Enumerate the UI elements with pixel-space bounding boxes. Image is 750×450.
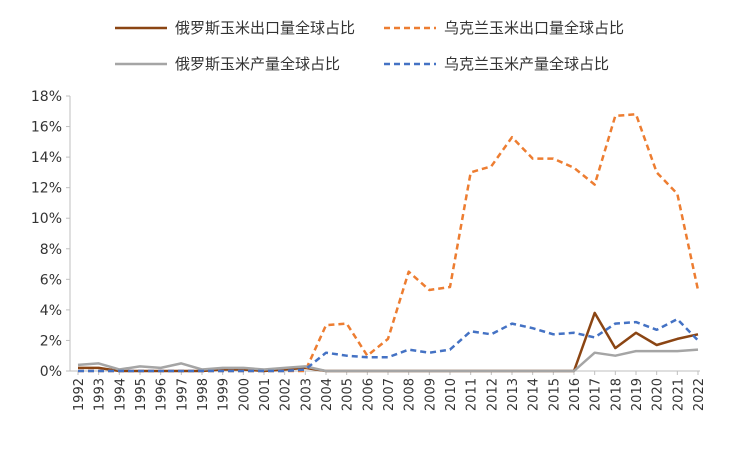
y-tick-label: 6% bbox=[40, 272, 62, 288]
x-tick-label: 2016 bbox=[568, 378, 583, 411]
series-line-3 bbox=[77, 348, 699, 373]
x-tick-label: 2010 bbox=[444, 378, 459, 411]
x-tick-label: 2007 bbox=[382, 378, 397, 411]
x-tick-label: 2015 bbox=[547, 378, 562, 411]
x-tick-label: 1998 bbox=[196, 378, 211, 411]
y-tick-label: 10% bbox=[31, 211, 62, 227]
x-tick-label: 2009 bbox=[423, 378, 438, 411]
x-tick-label: 2020 bbox=[651, 378, 666, 411]
y-tick-label: 2% bbox=[40, 333, 62, 349]
x-tick-label: 2001 bbox=[258, 378, 273, 411]
x-tick-label: 2003 bbox=[299, 378, 314, 411]
y-tick-label: 14% bbox=[31, 150, 62, 166]
x-tick-label: 2021 bbox=[671, 378, 686, 411]
x-tick-label: 2000 bbox=[237, 378, 252, 411]
x-tick-label: 2012 bbox=[485, 378, 500, 411]
y-tick-label: 12% bbox=[31, 181, 62, 197]
x-tick-label: 2005 bbox=[341, 378, 356, 411]
legend-label-4: 乌克兰玉米产量全球占比 bbox=[444, 55, 609, 73]
y-tick-label: 16% bbox=[31, 120, 62, 136]
y-tick-label: 4% bbox=[40, 303, 62, 319]
legend-label-3: 俄罗斯玉米产量全球占比 bbox=[175, 55, 340, 73]
x-tick-label: 2019 bbox=[630, 378, 645, 411]
x-tick-label: 2011 bbox=[465, 378, 480, 411]
x-tick-label: 2022 bbox=[692, 378, 707, 411]
legend-label-2: 乌克兰玉米出口量全球占比 bbox=[444, 19, 624, 37]
series-line-1 bbox=[78, 311, 699, 373]
x-tick-label: 2017 bbox=[589, 378, 604, 411]
x-tick-label: 2004 bbox=[320, 378, 335, 411]
x-tick-label: 1994 bbox=[113, 378, 128, 411]
series-line-4 bbox=[78, 317, 699, 373]
x-tick-label: 1997 bbox=[175, 378, 190, 411]
x-tick-label: 2018 bbox=[609, 378, 624, 411]
x-tick-label: 2002 bbox=[279, 378, 294, 411]
x-tick-label: 2013 bbox=[506, 378, 521, 411]
x-tick-label: 2006 bbox=[361, 378, 376, 411]
x-tick-label: 1993 bbox=[93, 378, 108, 411]
y-tick-label: 8% bbox=[40, 242, 62, 258]
x-tick-label: 2008 bbox=[403, 378, 418, 411]
x-tick-label: 1999 bbox=[217, 378, 232, 411]
x-tick-label: 1996 bbox=[155, 378, 170, 411]
y-tick-label: 18% bbox=[31, 89, 62, 105]
x-tick-label: 2014 bbox=[527, 378, 542, 411]
x-tick-label: 1992 bbox=[72, 378, 87, 411]
x-tick-label: 1995 bbox=[134, 378, 149, 411]
y-tick-label: 0% bbox=[40, 364, 62, 380]
legend-label-1: 俄罗斯玉米出口量全球占比 bbox=[175, 19, 355, 37]
